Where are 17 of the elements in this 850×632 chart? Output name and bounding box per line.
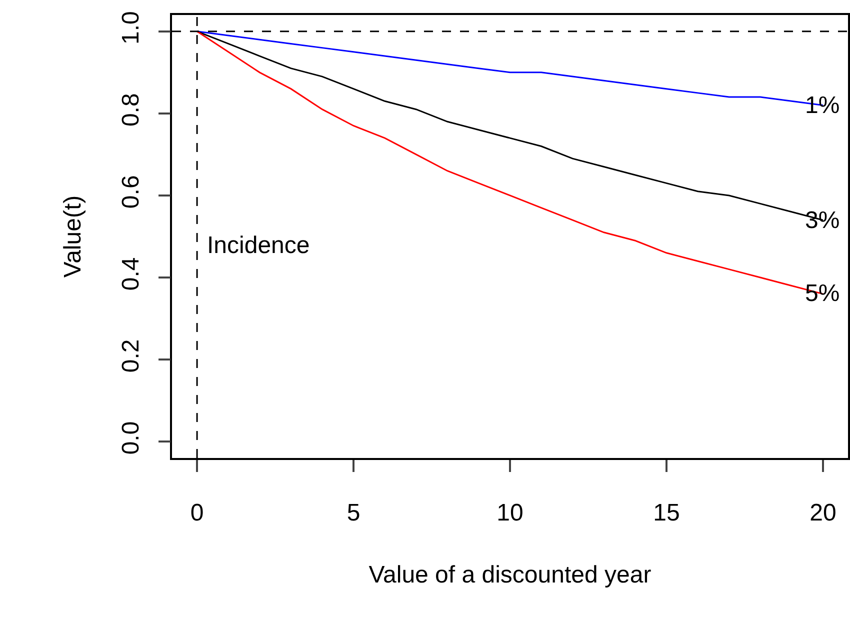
x-tick-label: 20 (810, 500, 836, 527)
x-axis-title: Value of a discounted year (368, 561, 652, 588)
y-tick-label: 0.6 (118, 175, 145, 209)
y-tick-label: 0.8 (118, 93, 145, 127)
series-label: 5% (805, 280, 840, 307)
x-tick-label: 15 (653, 500, 680, 527)
series-label: 3% (805, 207, 840, 234)
y-tick-label: 0.0 (118, 421, 145, 455)
x-tick-label: 0 (190, 500, 204, 527)
y-tick-label: 1.0 (118, 11, 145, 44)
ref-line-label: Incidence (207, 232, 310, 259)
series-label: 1% (805, 92, 840, 119)
x-tick-label: 10 (496, 500, 524, 527)
y-axis-title: Value(t) (59, 195, 86, 278)
y-tick-label: 0.2 (118, 339, 145, 373)
x-tick-label: 5 (346, 500, 360, 527)
y-tick-label: 0.4 (118, 257, 145, 291)
